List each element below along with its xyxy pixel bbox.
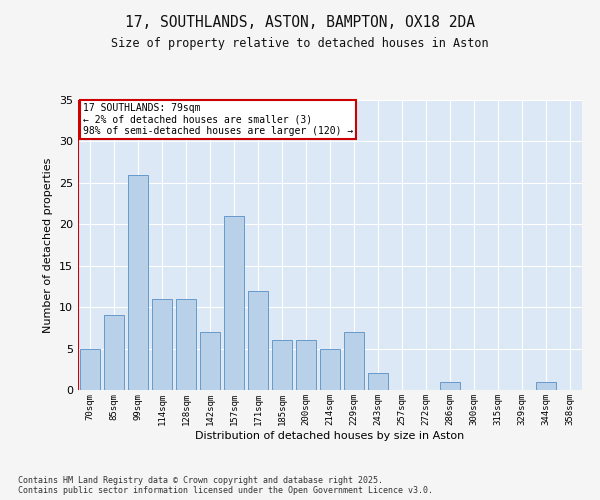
X-axis label: Distribution of detached houses by size in Aston: Distribution of detached houses by size …	[196, 430, 464, 440]
Text: Contains HM Land Registry data © Crown copyright and database right 2025.
Contai: Contains HM Land Registry data © Crown c…	[18, 476, 433, 495]
Text: 17, SOUTHLANDS, ASTON, BAMPTON, OX18 2DA: 17, SOUTHLANDS, ASTON, BAMPTON, OX18 2DA	[125, 15, 475, 30]
Bar	[224, 216, 244, 390]
Bar	[368, 374, 388, 390]
Bar	[176, 299, 196, 390]
Bar	[104, 316, 124, 390]
Text: 17 SOUTHLANDS: 79sqm
← 2% of detached houses are smaller (3)
98% of semi-detache: 17 SOUTHLANDS: 79sqm ← 2% of detached ho…	[83, 103, 353, 136]
Text: Size of property relative to detached houses in Aston: Size of property relative to detached ho…	[111, 38, 489, 51]
Bar	[200, 332, 220, 390]
Bar	[344, 332, 364, 390]
Bar	[80, 348, 100, 390]
Bar	[440, 382, 460, 390]
Bar	[272, 340, 292, 390]
Y-axis label: Number of detached properties: Number of detached properties	[43, 158, 53, 332]
Bar	[320, 348, 340, 390]
Bar	[296, 340, 316, 390]
Bar	[248, 290, 268, 390]
Bar	[536, 382, 556, 390]
Bar	[128, 174, 148, 390]
Bar	[152, 299, 172, 390]
